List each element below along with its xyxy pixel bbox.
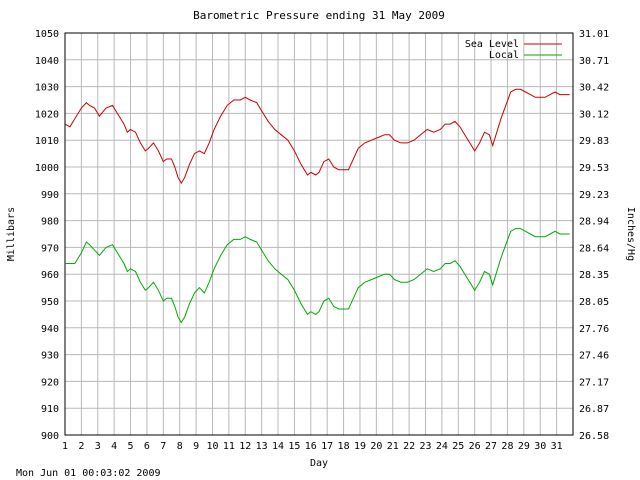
x-tick-label: 3 — [95, 441, 101, 452]
x-tick-label: 18 — [338, 441, 350, 452]
y2-tick-label: 29.83 — [579, 136, 609, 147]
y-tick-label: 900 — [41, 431, 59, 442]
y-tick-label: 1040 — [35, 56, 59, 67]
x-tick-label: 2 — [78, 441, 84, 452]
x-tick-label: 10 — [206, 441, 218, 452]
x-tick-label: 21 — [387, 441, 399, 452]
x-tick-label: 20 — [370, 441, 382, 452]
y2-tick-label: 30.71 — [579, 56, 609, 67]
y2-axis-label: Inches/Hg — [625, 207, 636, 261]
y-tick-label: 990 — [41, 190, 59, 201]
x-tick-label: 4 — [111, 441, 117, 452]
legend-label: Local — [489, 50, 519, 61]
x-tick-label: 9 — [193, 441, 199, 452]
y-axis-label: Millibars — [6, 207, 17, 261]
y-tick-label: 940 — [41, 324, 59, 335]
y2-tick-label: 31.01 — [579, 29, 609, 40]
y-tick-label: 1050 — [35, 29, 59, 40]
y-tick-label: 970 — [41, 243, 59, 254]
y2-tick-label: 28.05 — [579, 297, 609, 308]
x-tick-label: 25 — [452, 441, 464, 452]
y-tick-label: 910 — [41, 404, 59, 415]
x-tick-label: 5 — [128, 441, 134, 452]
x-tick-label: 19 — [354, 441, 366, 452]
x-tick-label: 24 — [436, 441, 448, 452]
x-tick-label: 30 — [534, 441, 546, 452]
x-tick-label: 15 — [288, 441, 300, 452]
x-axis-ticks: 1 2 3 4 5 6 7 8 9 10 11 12 13 14 15 16 17 18 19 20 21 22 23 24 2… — [62, 441, 563, 452]
series-line-local — [65, 228, 570, 324]
x-tick-label: 1 — [62, 441, 68, 452]
x-tick-label: 14 — [272, 441, 284, 452]
y2-tick-label: 29.53 — [579, 163, 609, 174]
y2-tick-label: 28.64 — [579, 243, 609, 254]
x-tick-label: 31 — [551, 441, 563, 452]
chart-title: Barometric Pressure ending 31 May 2009 — [193, 9, 445, 22]
x-tick-label: 8 — [177, 441, 183, 452]
y-tick-label: 960 — [41, 270, 59, 281]
x-tick-label: 26 — [469, 441, 481, 452]
y2-tick-label: 26.58 — [579, 431, 609, 442]
y2-tick-label: 27.76 — [579, 324, 609, 335]
y2-tick-label: 30.12 — [579, 109, 609, 120]
plot-area-border — [64, 32, 574, 436]
x-tick-label: 12 — [239, 441, 251, 452]
y-tick-label: 1030 — [35, 83, 59, 94]
x-tick-label: 13 — [256, 441, 268, 452]
y2-tick-label: 27.17 — [579, 377, 609, 388]
legend-label: Sea Level — [465, 39, 519, 50]
x-tick-label: 6 — [144, 441, 150, 452]
series-lines — [64, 88, 570, 324]
x-tick-label: 28 — [501, 441, 513, 452]
y-tick-label: 1010 — [35, 136, 59, 147]
y-tick-label: 1020 — [35, 109, 59, 120]
y-tick-label: 950 — [41, 297, 59, 308]
y-tick-label: 920 — [41, 377, 59, 388]
grid — [65, 33, 573, 435]
series-line-sea-level — [64, 88, 570, 185]
y2-tick-label: 29.23 — [579, 190, 609, 201]
y2-tick-label: 30.42 — [579, 83, 609, 94]
x-tick-label: 27 — [485, 441, 497, 452]
y2-tick-label: 26.87 — [579, 404, 609, 415]
timestamp: Mon Jun 01 00:03:02 2009 — [16, 468, 161, 479]
y-axis-ticks: 1050 1040 1030 1020 1010 1000 990 980 970 960 950 9… — [35, 29, 59, 442]
y2-axis-ticks: 31.01 30.71 30.42 30.12 29.83 29.53 29.23 28.94… — [579, 29, 609, 442]
x-tick-label: 7 — [160, 441, 166, 452]
y2-tick-label: 28.94 — [579, 217, 609, 228]
x-tick-label: 23 — [419, 441, 431, 452]
x-axis-label: Day — [310, 458, 328, 469]
x-tick-label: 29 — [518, 441, 530, 452]
y-tick-label: 980 — [41, 217, 59, 228]
y2-tick-label: 27.46 — [579, 351, 609, 362]
x-tick-label: 11 — [223, 441, 235, 452]
x-tick-label: 17 — [321, 441, 333, 452]
y-tick-label: 1000 — [35, 163, 59, 174]
x-tick-label: 16 — [305, 441, 317, 452]
x-tick-label: 22 — [403, 441, 415, 452]
y-tick-label: 930 — [41, 351, 59, 362]
y2-tick-label: 28.35 — [579, 270, 609, 281]
